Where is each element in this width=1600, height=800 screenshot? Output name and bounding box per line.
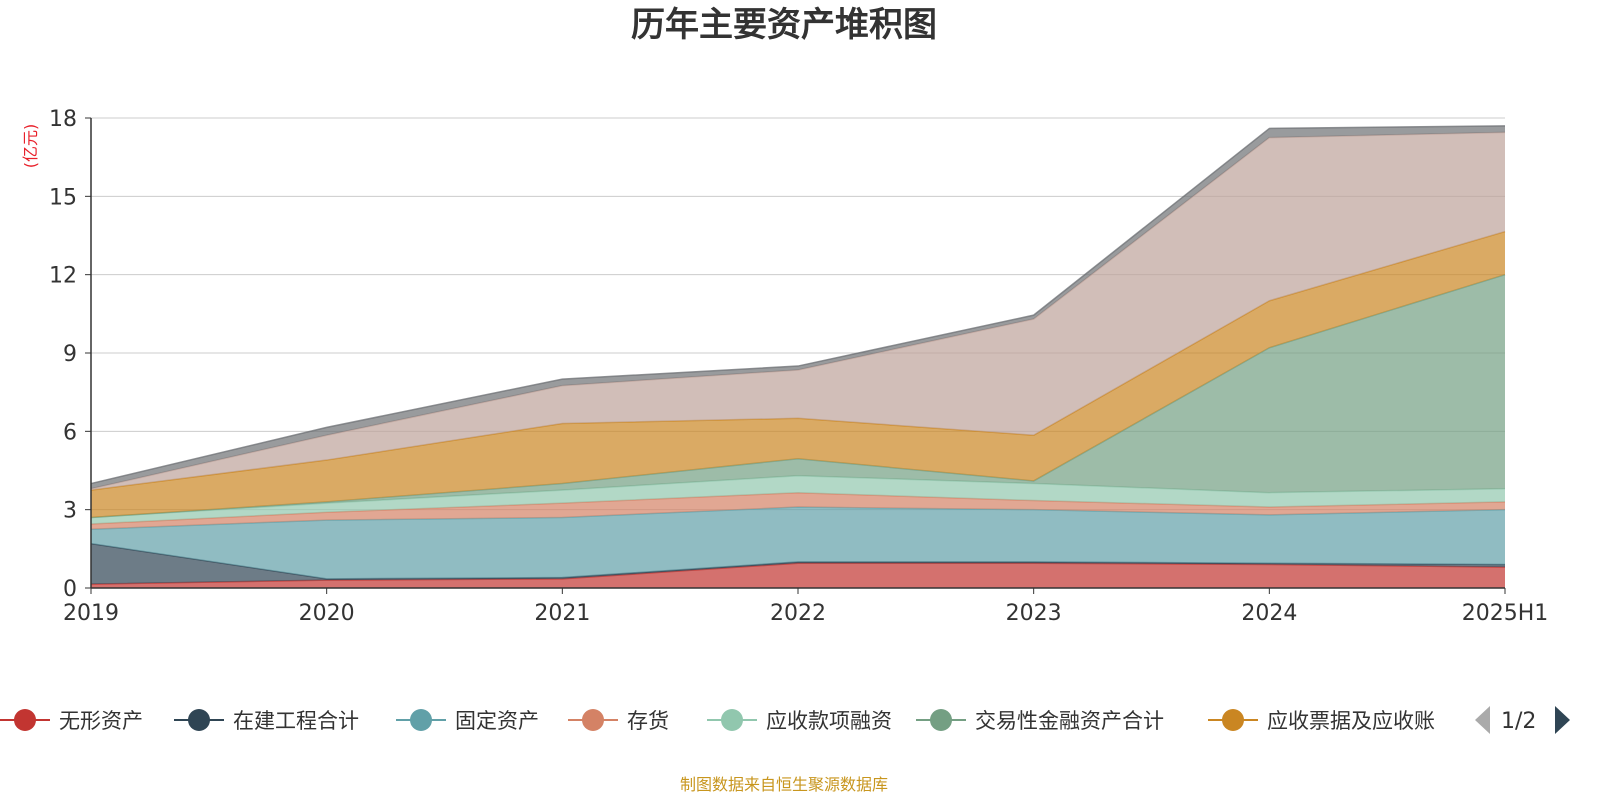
area-series-0 [91, 563, 1505, 588]
legend-label: 无形资产 [59, 709, 143, 733]
legend-label: 交易性金融资产合计 [975, 709, 1164, 733]
y-axis-unit-label: (亿元) [21, 124, 40, 169]
y-tick-label: 15 [49, 185, 77, 210]
x-tick-label: 2022 [770, 601, 826, 626]
area-series-5 [91, 274, 1505, 518]
y-tick-label: 6 [63, 420, 77, 445]
chart-title: 历年主要资产堆积图 [631, 5, 937, 45]
area-series-2 [91, 507, 1505, 579]
legend-item[interactable]: 在建工程合计 [174, 709, 359, 733]
legend-item[interactable]: 固定资产 [396, 709, 539, 733]
pager-next-icon[interactable] [1555, 706, 1570, 734]
legend-marker-icon [410, 709, 432, 731]
legend-item[interactable]: 无形资产 [0, 709, 143, 733]
legend-marker-icon [1222, 709, 1244, 731]
area-series-4 [91, 475, 1505, 525]
pager-indicator: 1/2 [1501, 709, 1536, 734]
legend-label: 应收款项融资 [766, 709, 892, 733]
x-tick-label: 2021 [534, 601, 590, 626]
x-tick-label: 2020 [299, 601, 355, 626]
legend-label: 存货 [627, 709, 669, 733]
y-tick-label: 18 [49, 107, 77, 132]
legend-label: 在建工程合计 [233, 709, 359, 733]
pager-prev-icon[interactable] [1475, 706, 1490, 734]
legend-marker-icon [930, 709, 952, 731]
area-series-6 [91, 231, 1505, 518]
legend-label: 应收票据及应收账 [1267, 709, 1435, 733]
legend-marker-icon [188, 709, 210, 731]
axes: 0 3 6 9 12 15 18 2019 2020 2021 2022 2023 2024 2025H1 [49, 107, 1548, 626]
y-tick-label: 0 [63, 577, 77, 602]
area-series-7 [91, 132, 1505, 491]
y-tick-label: 12 [49, 264, 77, 289]
y-tick-label: 3 [63, 499, 77, 524]
area-series-8 [91, 125, 1505, 489]
legend-marker-icon [14, 709, 36, 731]
x-tick-label: 2019 [63, 601, 119, 626]
legend-label: 固定资产 [455, 709, 539, 733]
y-tick-label: 9 [63, 342, 77, 367]
legend-item[interactable]: 应收票据及应收账 [1208, 709, 1435, 733]
legend-marker-icon [721, 709, 743, 731]
x-tick-label: 2023 [1006, 601, 1062, 626]
legend-pager: 1/2 [1475, 706, 1570, 734]
source-note: 制图数据来自恒生聚源数据库 [680, 775, 888, 794]
legend-item[interactable]: 存货 [568, 709, 669, 733]
area-series-line-8 [90, 125, 1506, 485]
legend-item[interactable]: 交易性金融资产合计 [916, 709, 1164, 733]
x-tick-label: 2024 [1241, 601, 1297, 626]
legend: 无形资产 在建工程合计 固定资产 存货 应收款项融资 交易性金融资产合计 应收票据及应收账 [0, 709, 1435, 733]
x-tick-label: 2025H1 [1462, 601, 1549, 626]
legend-item[interactable]: 应收款项融资 [707, 709, 892, 733]
legend-marker-icon [582, 709, 604, 731]
area-series [90, 125, 1506, 588]
area-series-1 [91, 543, 1505, 585]
